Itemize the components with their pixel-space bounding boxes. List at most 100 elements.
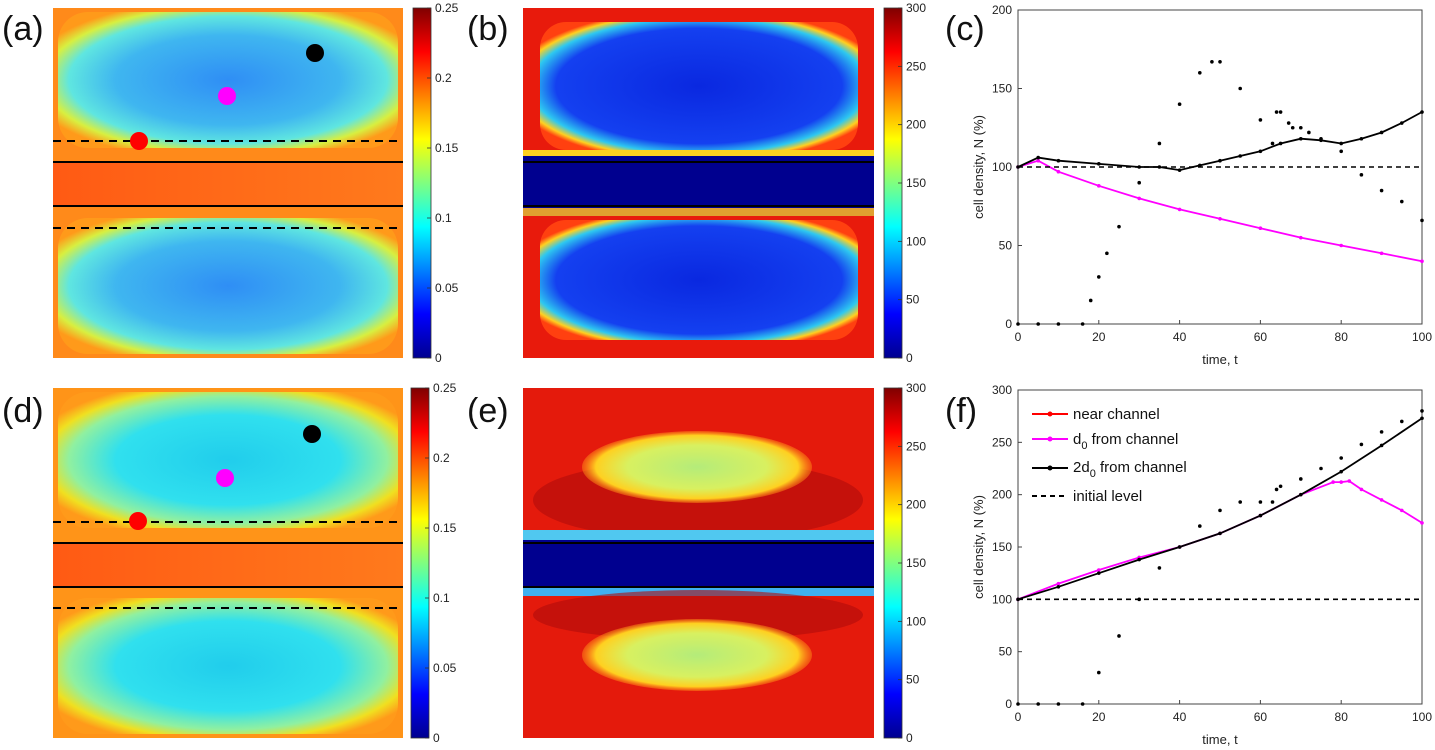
- panel-e: 0 50 100 150 200 250 300 (e): [467, 381, 926, 745]
- series-point-two_d0: [1379, 130, 1384, 135]
- colorbar-a: [412, 7, 432, 359]
- series-point-near: [1016, 322, 1020, 326]
- series-point-d0: [1036, 158, 1040, 163]
- colorbar-b-tick-label: 0: [906, 351, 913, 365]
- colorbar-a-tick-label: 0: [435, 351, 442, 365]
- series-point-near: [1157, 566, 1162, 570]
- series-point-d0: [1177, 207, 1182, 212]
- series-point-near: [1210, 60, 1214, 64]
- legend-marker-d0: [1047, 436, 1053, 442]
- series-point-near: [1278, 484, 1283, 489]
- y-tick-label: 100: [992, 160, 1012, 174]
- plot-f-xlabel: time, t: [1202, 732, 1238, 747]
- series-point-two_d0: [1339, 469, 1343, 474]
- series-point-d0: [1379, 251, 1384, 256]
- y-tick-label: 150: [992, 540, 1012, 554]
- plot-c-ylabel: cell density, N (%): [971, 115, 986, 219]
- plot-f: 0 20 40 60 80 100 0 50 100 150 200 250 300: [992, 383, 1432, 724]
- series-point-near: [1177, 102, 1182, 106]
- series-point-two_d0: [1400, 121, 1404, 125]
- colorbar-d-tick-label: 0.05: [433, 661, 457, 675]
- series-point-near: [1339, 149, 1343, 154]
- marker-d0-d: [216, 469, 234, 487]
- marker-2d0: [306, 44, 324, 62]
- series-point-d0: [1420, 259, 1424, 264]
- series-point-near: [1400, 419, 1404, 424]
- colorbar-e-tick-label: 200: [906, 498, 926, 512]
- plot-c: 0 20 40 60 80 100 0 50 100 150 200: [992, 3, 1432, 344]
- colorbar-d: [410, 387, 430, 739]
- heatmap-a-upper-region: [58, 12, 398, 148]
- series-point-two_d0: [1097, 571, 1101, 575]
- series-point-near: [1157, 141, 1162, 146]
- plot-f-ylabel: cell density, N (%): [971, 495, 986, 599]
- panel-label-d: (d): [2, 392, 44, 430]
- series-point-d0: [1258, 226, 1263, 231]
- series-point-d0: [1218, 217, 1222, 221]
- series-point-near: [1319, 466, 1323, 471]
- series-point-near: [1218, 60, 1222, 64]
- y-tick-label: 200: [992, 488, 1012, 502]
- series-point-d0: [1137, 196, 1141, 201]
- series-point-two_d0: [1339, 141, 1343, 146]
- x-tick-label: 0: [1015, 330, 1022, 344]
- series-point-d0: [1056, 581, 1061, 586]
- colorbar-a-tick-label: 0.1: [435, 211, 452, 225]
- series-point-near: [1290, 125, 1295, 130]
- series-point-two_d0: [1238, 154, 1242, 158]
- series-point-d0: [1097, 184, 1101, 188]
- series-point-two_d0: [1420, 110, 1424, 114]
- panel-label-b: (b): [467, 10, 509, 48]
- panel-c: 0 20 40 60 80 100 0 50 100 150 200 time, t cell de…: [945, 3, 1432, 367]
- panel-f: 0 20 40 60 80 100 0 50 100 150 200 250 300 time, t c…: [945, 383, 1432, 747]
- heatmap-b-lower-blue: [540, 220, 858, 340]
- series-point-two_d0: [1218, 531, 1222, 536]
- legend: near channel d0 from channel 2d0 from ch…: [1032, 406, 1187, 505]
- heatmap-e-upper-core: [582, 431, 812, 503]
- series-point-d0: [1339, 243, 1343, 248]
- series-point-two_d0: [1299, 136, 1303, 141]
- series-point-near: [1056, 702, 1061, 706]
- plot-c-xlabel: time, t: [1202, 352, 1238, 367]
- series-point-near: [1117, 224, 1121, 229]
- y-tick-label: 250: [992, 435, 1012, 449]
- series-point-near: [1420, 409, 1424, 413]
- series-point-two_d0: [1299, 492, 1303, 497]
- series-point-near: [1270, 500, 1275, 504]
- legend-d0: d0 from channel: [1073, 431, 1178, 452]
- series-point-near: [1218, 508, 1222, 513]
- heatmap-d-lower-region: [58, 598, 398, 734]
- series-point-d0: [1097, 568, 1101, 572]
- series-point-near: [1016, 702, 1020, 706]
- x-tick-label: 60: [1254, 330, 1268, 344]
- heatmap-a-lower-region: [58, 218, 398, 354]
- series-point-near: [1088, 298, 1093, 303]
- y-tick-label: 50: [999, 645, 1013, 659]
- legend-initial: initial level: [1073, 488, 1142, 505]
- heatmap-d-channel: [53, 543, 403, 587]
- panel-label-a: (a): [2, 10, 44, 48]
- series-point-near: [1420, 218, 1424, 223]
- panel-label-c: (c): [945, 10, 985, 48]
- colorbar-e-tick-label: 250: [906, 439, 926, 453]
- series-point-d0: [1420, 521, 1424, 525]
- x-tick-label: 100: [1412, 710, 1432, 724]
- heatmap-b-channel: [523, 156, 874, 208]
- series-point-d0: [1400, 508, 1404, 513]
- series-point-d0: [1299, 235, 1303, 240]
- series-point-near: [1379, 188, 1384, 193]
- heatmap-a-channel: [53, 162, 403, 206]
- heatmap-b-upper-blue: [540, 22, 858, 150]
- series-point-two_d0: [1258, 149, 1263, 154]
- series-point-two_d0: [1177, 168, 1182, 172]
- heatmap-e-lower-core: [582, 619, 812, 691]
- colorbar-d-tick-label: 0.25: [433, 381, 457, 395]
- series-point-two_d0: [1056, 158, 1061, 163]
- x-tick-label: 60: [1254, 710, 1268, 724]
- colorbar-d-tick-label: 0.1: [433, 591, 450, 605]
- heatmap-b-channel-edge: [523, 150, 874, 160]
- x-tick-label: 100: [1412, 330, 1432, 344]
- series-point-two_d0: [1036, 155, 1040, 160]
- series-point-d0: [1379, 498, 1384, 502]
